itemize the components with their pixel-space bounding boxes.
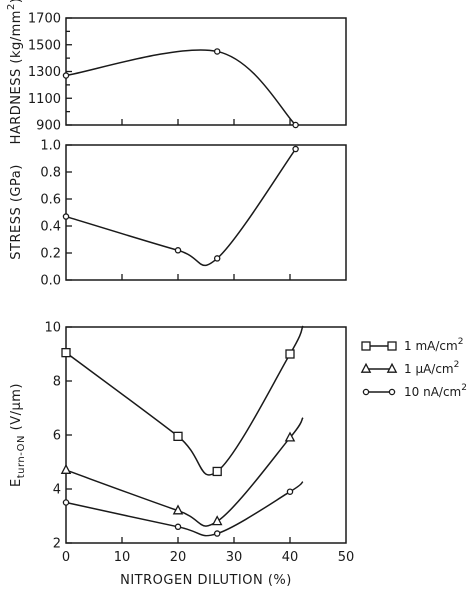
eturnon-square-marker	[285, 349, 295, 359]
legend-label-0: 1 mA/cm2	[404, 337, 463, 353]
eturnon-circle-marker	[62, 499, 70, 506]
legend-label-main: 1 µA/cm	[404, 362, 454, 376]
legend-circle-marker	[362, 388, 370, 396]
eturnon-ytick-label: 2	[53, 537, 61, 552]
eturnon-triangle-marker	[284, 431, 296, 442]
legend-label-sup: 2	[461, 383, 467, 393]
eturnon-axis-label-units: (V/µm)	[9, 383, 24, 435]
legend-label-main: 1 mA/cm	[404, 339, 458, 353]
xtick-label: 30	[226, 550, 243, 565]
xtick-label: 0	[62, 550, 70, 565]
stress-ytick-label: 0.2	[40, 247, 61, 262]
legend-square-marker	[361, 341, 371, 351]
hardness-circle-marker	[62, 72, 70, 79]
hardness-series-0-line	[65, 49, 297, 126]
eturnon-axis-label-sub: turn-ON	[16, 435, 27, 478]
eturnon-plot-frame	[65, 326, 347, 544]
stress-axis-label: STRESS (GPa)	[9, 164, 24, 260]
eturnon-ytick-label: 6	[53, 429, 61, 444]
hardness-ytick-label: 1500	[28, 38, 61, 53]
xtick-label: 20	[170, 550, 187, 565]
stress-ytick-label: 0.8	[40, 166, 61, 181]
legend-circle-marker	[388, 388, 396, 396]
stress-panel: 0.0 0.2 0.4 0.6 0.8 1.0 STRESS (GPa)	[9, 139, 347, 289]
eturnon-triangle-marker	[211, 515, 223, 526]
hardness-axis-label: HARDNESS (kg/mm	[9, 10, 24, 144]
hardness-axis-label-close: )	[9, 0, 24, 3]
xtick-label: 40	[282, 550, 299, 565]
legend-label-1: 1 µA/cm2	[404, 360, 459, 376]
legend-triangle-marker	[386, 362, 398, 373]
eturnon-axis-label: E	[9, 478, 24, 487]
eturnon-square-marker	[61, 347, 71, 358]
legend-label-sup: 2	[458, 337, 464, 347]
stress-ytick-label: 0.0	[40, 274, 61, 289]
hardness-axis-title: HARDNESS (kg/mm2)	[6, 0, 24, 144]
stress-series-0-line	[65, 148, 297, 267]
legend-triangle-marker	[360, 362, 372, 373]
legend-label-sup: 2	[454, 360, 460, 370]
hardness-circle-marker	[292, 121, 299, 129]
legend-label-main: 10 nA/cm	[404, 385, 461, 399]
eturnon-triangle-marker	[60, 463, 72, 474]
xtick-label: 10	[114, 550, 131, 565]
hardness-circle-marker	[213, 48, 221, 55]
eturnon-square-marker	[212, 466, 222, 477]
eturnon-square-marker	[173, 431, 183, 442]
hardness-ytick-label: 1100	[28, 92, 61, 107]
stress-circle-marker	[174, 247, 182, 254]
eturnon-circle-marker	[174, 523, 182, 531]
eturnon-ytick-label: 4	[53, 483, 61, 498]
stress-plot-frame	[65, 144, 347, 281]
eturnon-series-2-line	[65, 481, 304, 537]
xtick-label: 50	[338, 550, 355, 565]
stress-circle-marker	[292, 145, 299, 153]
hardness-plot-frame	[65, 17, 347, 126]
eturnon-ytick-label: 8	[53, 375, 61, 390]
hardness-ytick-label: 900	[36, 119, 61, 134]
eturnon-circle-marker	[213, 530, 221, 537]
eturnon-ytick-label: 10	[44, 321, 61, 336]
legend-square-marker	[387, 341, 397, 351]
eturnon-triangle-marker	[172, 504, 184, 515]
legend-label-2: 10 nA/cm2	[404, 383, 467, 399]
x-axis-label: NITROGEN DILUTION (%)	[120, 573, 292, 588]
hardness-axis-label-sup: 2	[6, 3, 17, 10]
stress-ytick-label: 1.0	[40, 139, 61, 154]
stress-circle-marker	[62, 213, 70, 220]
hardness-panel: 900 1100 1300 1500 1700 HARDNESS (kg/mm2)	[6, 0, 347, 144]
eturnon-axis-title: Eturn-ON (V/µm)	[9, 383, 27, 487]
stress-ytick-label: 0.4	[40, 220, 61, 235]
hardness-ytick-label: 1300	[28, 65, 61, 80]
eturnon-series-0-line	[65, 325, 304, 476]
stress-ytick-label: 0.6	[40, 193, 61, 208]
eturnon-circle-marker	[286, 488, 294, 495]
stress-circle-marker	[213, 255, 221, 262]
eturnon-panel: 2 4 6 8 10 0 10 20 30 40 50 Eturn-ON (V/µm) NITROG…	[9, 321, 354, 589]
hardness-ytick-label: 1700	[28, 12, 61, 27]
